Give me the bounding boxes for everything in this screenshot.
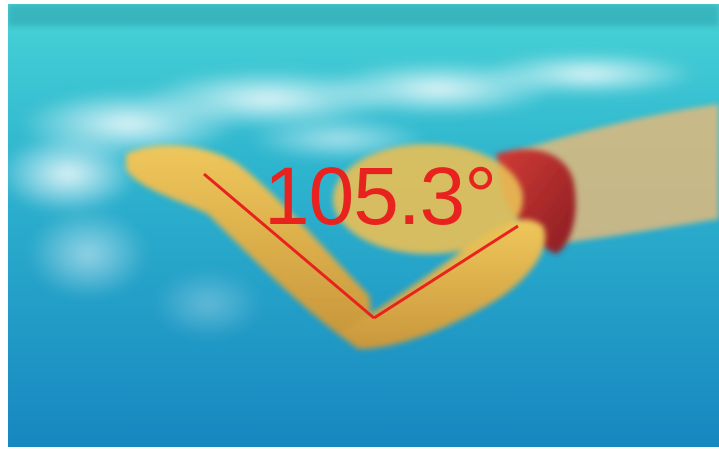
swimmer-photo [8,4,719,447]
surface-shadow [8,4,719,26]
swimmer-body [496,104,719,254]
swimsuit [496,149,576,254]
angle-measurement-label: 105.3° [264,151,497,242]
underwater-scene [8,4,719,447]
angle-ray-upper-arm [373,224,519,320]
surface-foam [8,52,698,339]
swimmer-arm [126,144,546,349]
angle-annotation [203,172,519,320]
angle-ray-forearm [203,172,375,320]
